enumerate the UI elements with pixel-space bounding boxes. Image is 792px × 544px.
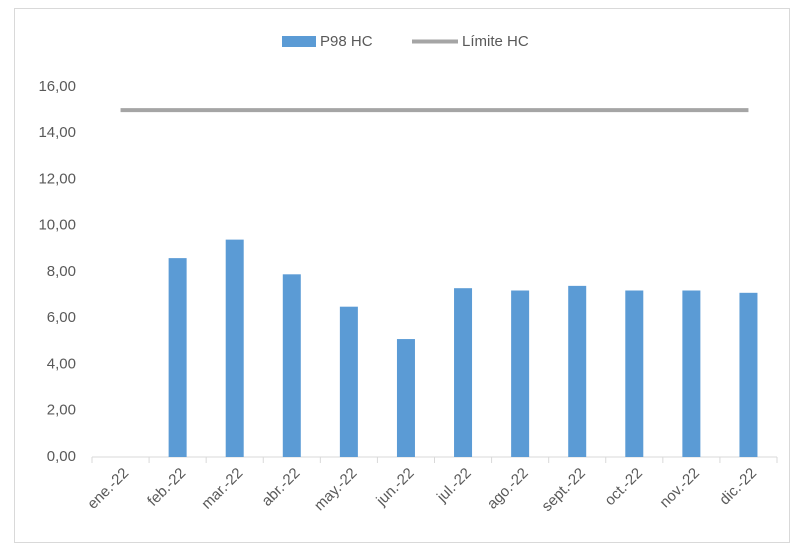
legend-label: P98 HC (320, 33, 373, 50)
y-tick-label: 4,00 (47, 355, 76, 372)
bar (225, 239, 244, 457)
bar (682, 290, 701, 457)
bar (568, 285, 587, 457)
y-tick-label: 12,00 (38, 170, 76, 187)
bar (339, 306, 358, 457)
y-tick-label: 8,00 (47, 263, 76, 280)
y-tick-label: 14,00 (38, 124, 76, 141)
y-tick-label: 2,00 (47, 402, 76, 419)
bar (168, 258, 187, 457)
legend-label: Límite HC (462, 33, 529, 50)
y-tick-label: 10,00 (38, 217, 76, 234)
bar (625, 290, 644, 457)
bar (396, 339, 415, 457)
chart-border (14, 8, 790, 543)
bar (739, 292, 758, 457)
y-tick-label: 0,00 (47, 448, 76, 465)
legend-swatch (282, 36, 316, 47)
bar (454, 288, 473, 457)
bar (282, 274, 301, 457)
bar (511, 290, 530, 457)
y-tick-label: 6,00 (47, 309, 76, 326)
y-tick-label: 16,00 (38, 78, 76, 95)
